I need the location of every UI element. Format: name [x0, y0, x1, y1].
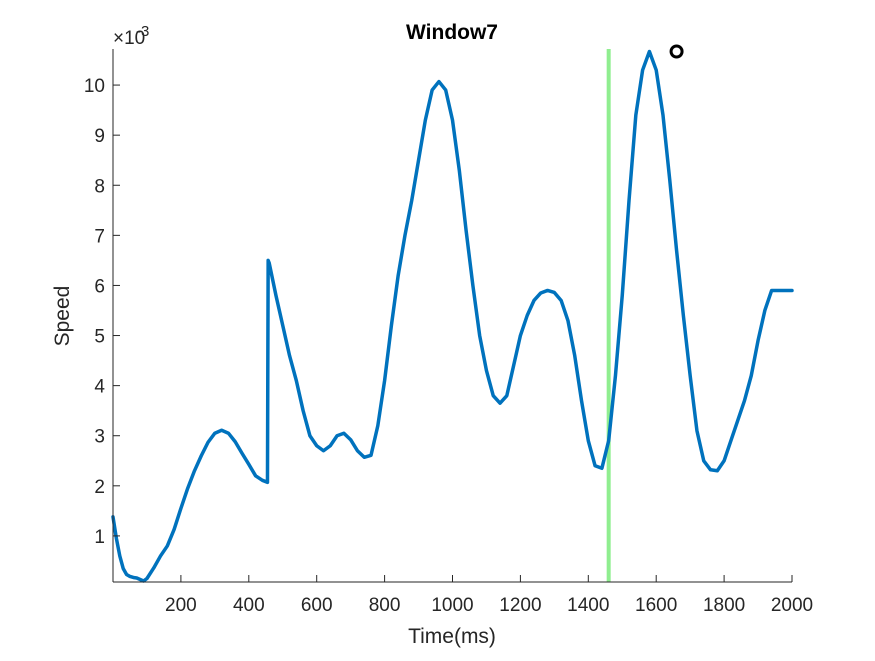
- y-tick-label: 6: [94, 276, 105, 297]
- x-tick-label: 600: [301, 595, 333, 616]
- axis-layer: [112, 49, 793, 583]
- series-line-0: [111, 49, 794, 583]
- x-tick-label: 400: [233, 595, 265, 616]
- y-tick-label: 7: [94, 226, 105, 247]
- y-exponent-base: ×10: [113, 28, 145, 49]
- x-tick-label: 200: [165, 595, 197, 616]
- series-layer: [111, 49, 794, 583]
- x-tick-label: 1800: [703, 595, 745, 616]
- y-tick-labels: 1 2 3 4 5 6 7 8 9 10: [84, 76, 106, 548]
- x-tick-labels: 200 400 600 800 1000 1200 1400 1600 1800 2000: [165, 595, 813, 616]
- x-tick-label: 1400: [567, 595, 609, 616]
- chart-title: Window7: [406, 21, 498, 44]
- x-tick-label: 1000: [431, 595, 473, 616]
- peak-marker: [669, 44, 684, 59]
- x-axis-label: Time(ms): [408, 625, 496, 648]
- y-tick-label: 1: [94, 527, 105, 548]
- y-tick-label: 9: [94, 126, 105, 147]
- y-tick-label: 4: [94, 377, 105, 398]
- y-tick-label: 2: [94, 477, 105, 498]
- y-tick-label: 3: [94, 427, 105, 448]
- x-tick-label: 1200: [499, 595, 541, 616]
- y-exponent-power: -3: [136, 23, 149, 40]
- x-tick-label: 2000: [771, 595, 813, 616]
- peak-layer: [669, 44, 684, 59]
- y-tick-label: 5: [94, 327, 105, 348]
- y-exponent: ×10 -3: [113, 23, 149, 49]
- x-tick-label: 1600: [635, 595, 677, 616]
- x-tick-label: 800: [369, 595, 401, 616]
- y-tick-label: 8: [94, 176, 105, 197]
- plot-area: [113, 49, 792, 582]
- y-tick-label: 10: [84, 76, 105, 97]
- y-axis-label: Speed: [51, 286, 74, 347]
